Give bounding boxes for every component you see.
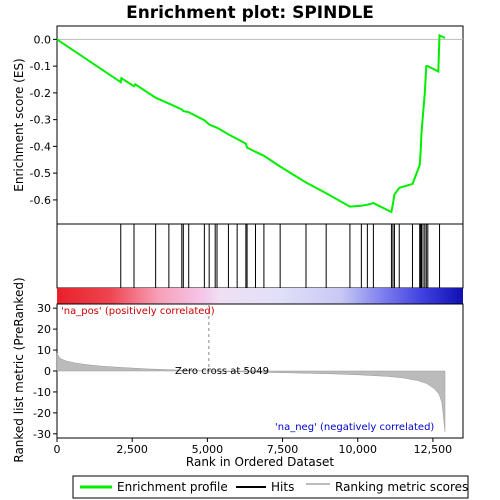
x-tick-label: 10,000 [338, 443, 377, 456]
es-panel: 0.0 -0.1 -0.2 -0.3 -0.4 -0.5 -0.6 Enrichment s… [12, 25, 464, 225]
hit-marks [120, 224, 441, 288]
legend-enrichment-label: Enrichment profile [117, 480, 228, 494]
legend-hits-label: Hits [271, 480, 294, 494]
metric-y-tick-label: 0 [44, 365, 51, 378]
es-panel-frame [56, 25, 464, 225]
metric-x-ticks: 0 2,500 5,000 7,500 10,000 12,500 [54, 438, 453, 456]
metric-y-axis-title: Ranked list metric (PreRanked) [12, 277, 26, 462]
es-y-ticks: 0.0 -0.1 -0.2 -0.3 -0.4 -0.5 -0.6 [30, 33, 57, 207]
enrichment-profile-line [56, 33, 446, 214]
legend-box [72, 475, 469, 499]
es-y-axis-title: Enrichment score (ES) [12, 58, 26, 191]
hits-panel [56, 223, 464, 289]
rank-color-bar-fill [57, 288, 463, 304]
rank-color-bar [57, 288, 463, 304]
negative-correlation-label: 'na_neg' (negatively correlated) [275, 422, 434, 433]
zero-cross-label: Zero cross at 5049 [175, 366, 269, 377]
metric-y-tick-label: -10 [33, 386, 51, 399]
positive-correlation-label: 'na_pos' (positively correlated) [61, 306, 215, 317]
x-axis-title: Rank in Ordered Dataset [186, 455, 334, 469]
ranking-metric-area [56, 352, 446, 432]
es-y-tick-label: -0.3 [30, 114, 51, 127]
x-tick-label: 7,500 [267, 443, 299, 456]
hits-panel-frame [56, 223, 464, 289]
metric-y-ticks: 30 20 10 0 -10 -20 -30 [33, 302, 57, 441]
es-y-tick-label: -0.1 [30, 60, 51, 73]
x-tick-label: 2,500 [116, 443, 148, 456]
metric-y-tick-label: 10 [37, 344, 51, 357]
es-y-tick-label: -0.6 [30, 194, 51, 207]
legend: Enrichment profile Hits Ranking metric s… [72, 475, 469, 499]
es-y-tick-label: -0.5 [30, 167, 51, 180]
legend-metric-label: Ranking metric scores [335, 480, 468, 494]
es-y-tick-label: -0.2 [30, 87, 51, 100]
chart-title: Enrichment plot: SPINDLE [126, 3, 374, 23]
x-tick-label: 12,500 [414, 443, 453, 456]
x-tick-label: 0 [54, 443, 61, 456]
es-y-tick-label: 0.0 [34, 33, 52, 46]
metric-y-tick-label: -30 [33, 428, 51, 441]
metric-y-tick-label: 20 [37, 323, 51, 336]
es-y-tick-label: -0.4 [30, 140, 51, 153]
metric-panel: 30 20 10 0 -10 -20 -30 0 2,500 5,000 7,500 10,000 1… [12, 277, 464, 469]
metric-y-tick-label: 30 [37, 302, 51, 315]
metric-y-tick-label: -20 [33, 407, 51, 420]
x-tick-label: 5,000 [192, 443, 224, 456]
